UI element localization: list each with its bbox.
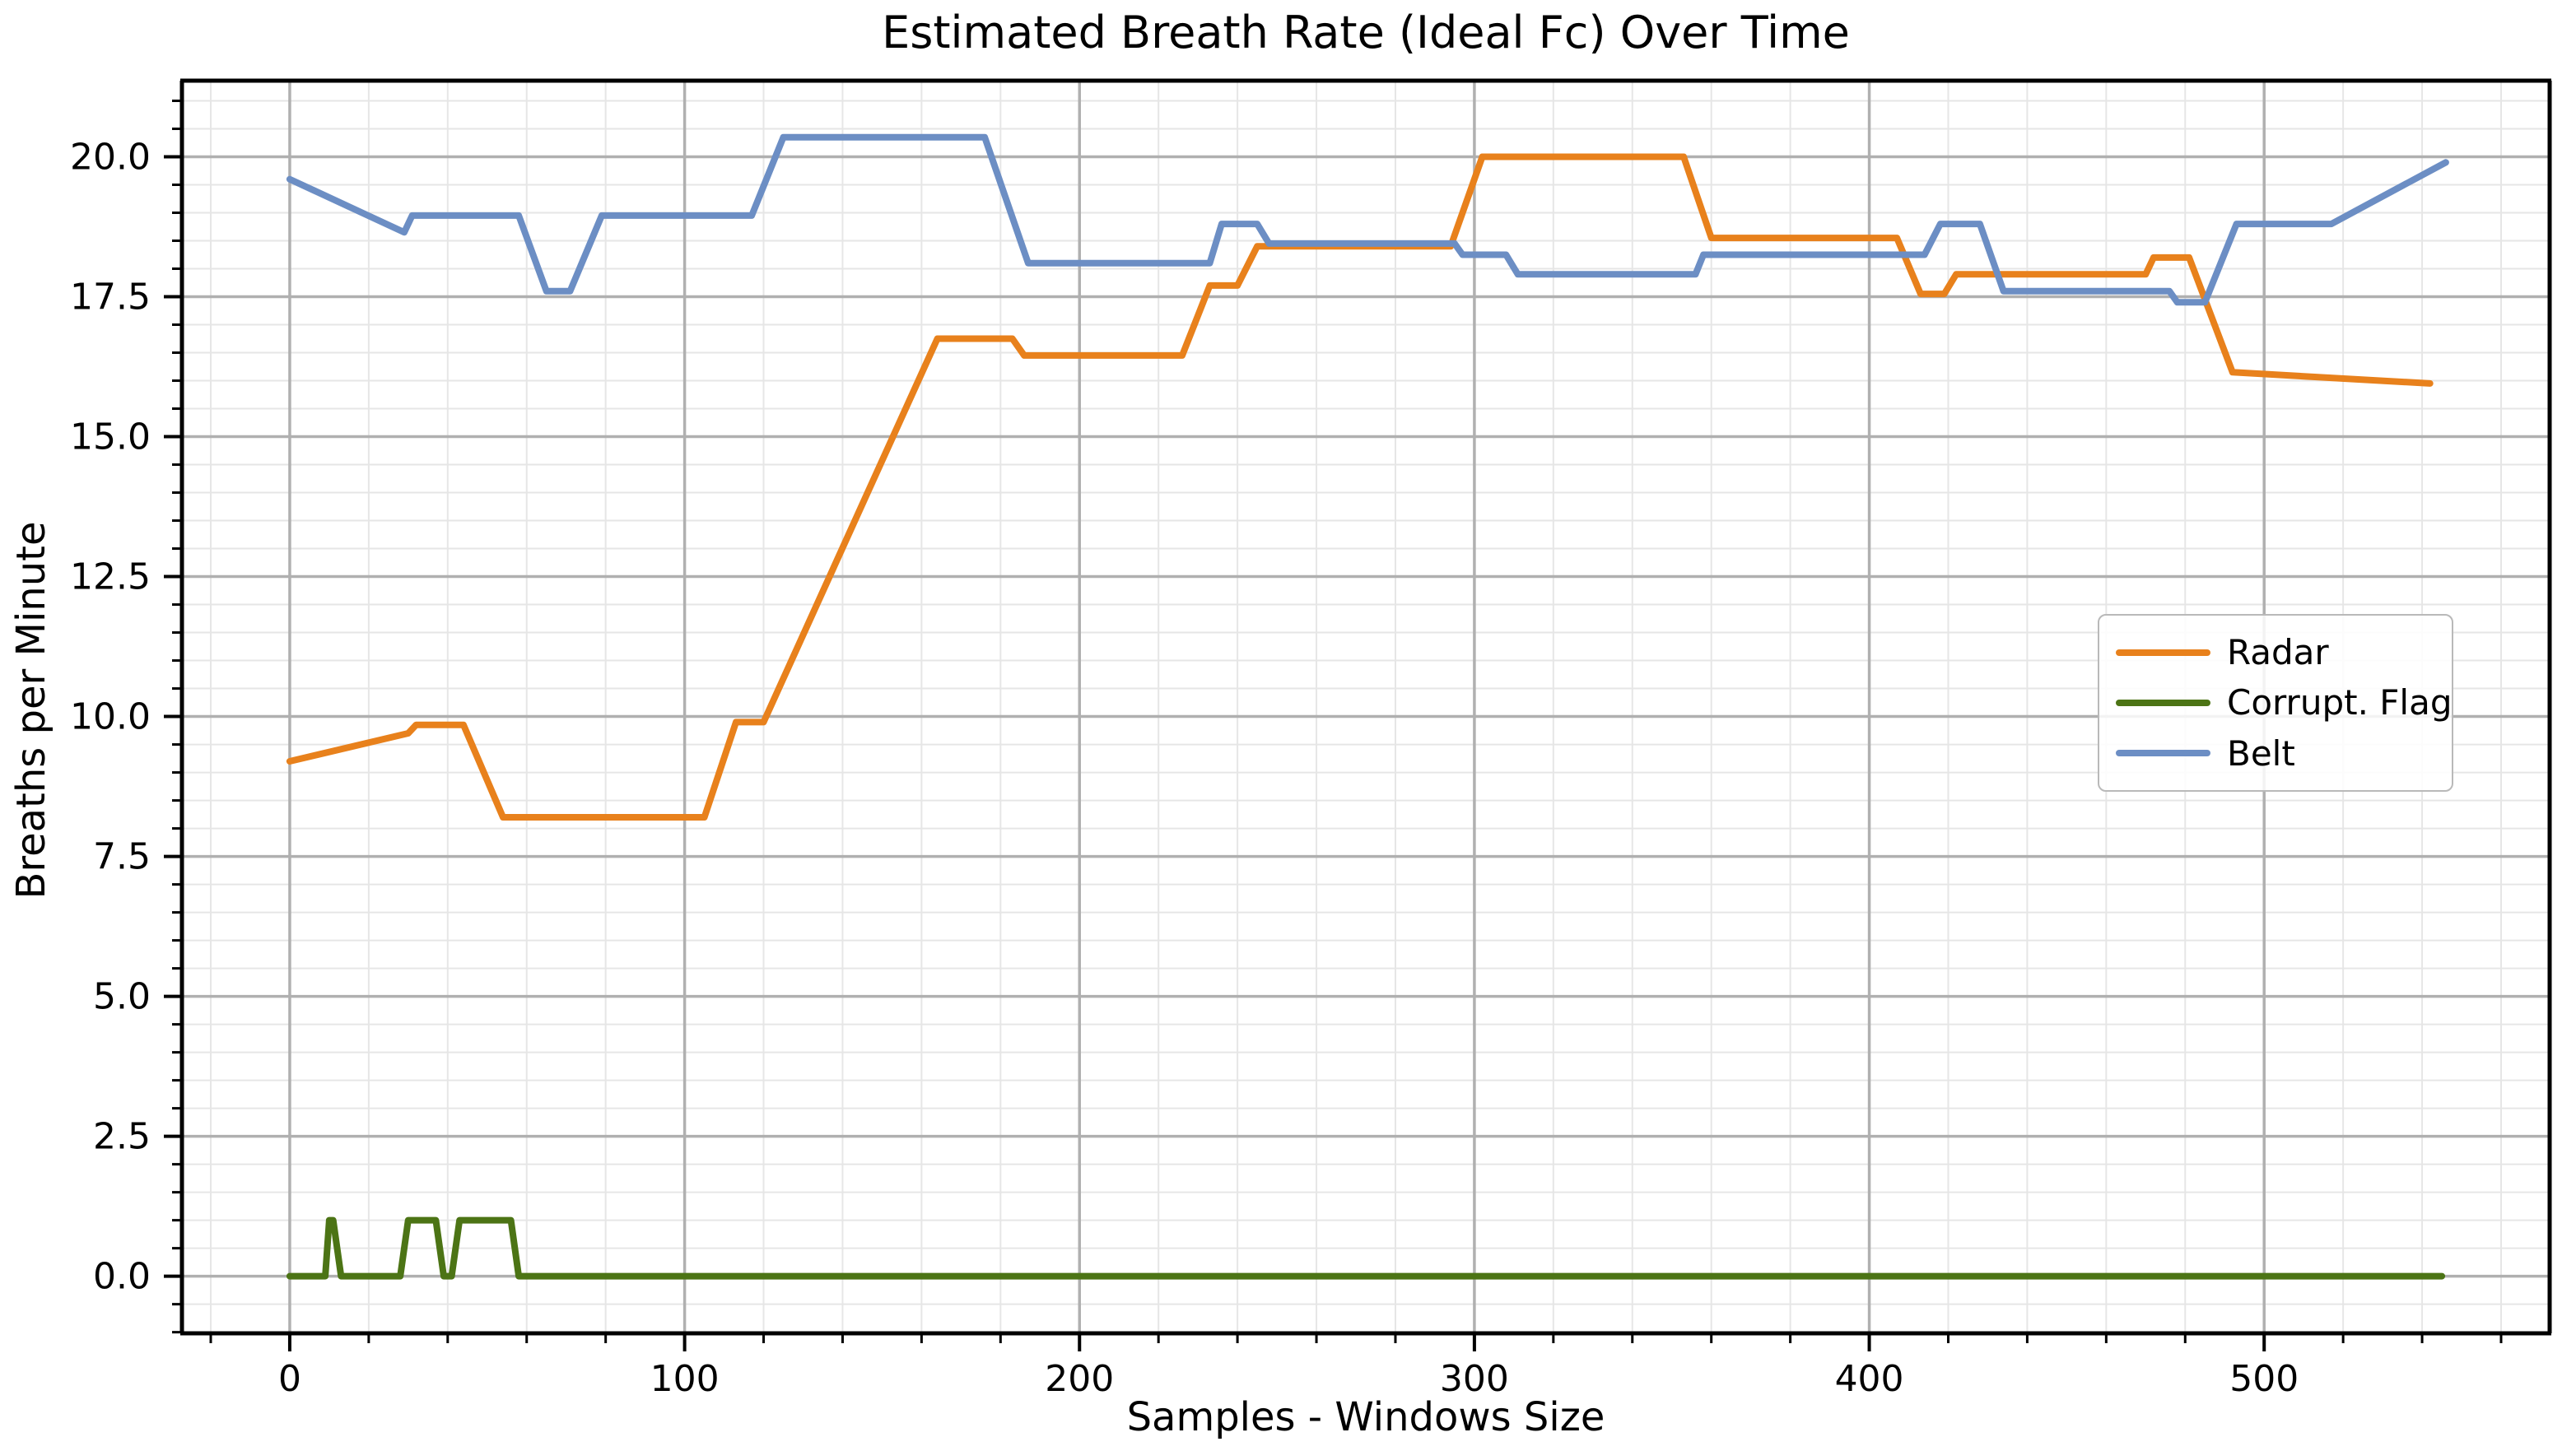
chart-title: Estimated Breath Rate (Ideal Fc) Over Ti… bbox=[882, 7, 1850, 58]
legend-item-belt: Belt bbox=[2099, 733, 2452, 774]
y-tick-label: 5.0 bbox=[93, 976, 151, 1018]
legend-item-radar: Radar bbox=[2099, 632, 2452, 672]
corrupt-flag-line-swatch bbox=[2116, 699, 2210, 706]
radar-line-swatch bbox=[2116, 649, 2210, 656]
x-axis-label: Samples - Windows Size bbox=[1126, 1394, 1605, 1440]
y-tick-label: 20.0 bbox=[70, 136, 151, 178]
x-tick-label: 500 bbox=[2229, 1358, 2299, 1400]
y-axis-label: Breaths per Minute bbox=[8, 521, 54, 900]
x-tick-label: 100 bbox=[650, 1358, 720, 1400]
y-tick-label: 12.5 bbox=[70, 556, 151, 598]
y-tick-label: 7.5 bbox=[93, 836, 151, 878]
y-tick-label: 10.0 bbox=[70, 696, 151, 738]
y-tick-label: 15.0 bbox=[70, 416, 151, 458]
y-tick-label: 17.5 bbox=[70, 277, 151, 319]
legend-label-radar: Radar bbox=[2227, 632, 2329, 673]
x-tick-label: 200 bbox=[1045, 1358, 1114, 1400]
x-tick-label: 300 bbox=[1440, 1358, 1509, 1400]
series-line-radar bbox=[286, 153, 2434, 821]
y-tick-label: 2.5 bbox=[93, 1116, 151, 1158]
belt-line-swatch bbox=[2116, 750, 2210, 757]
legend-label-corrupt-flag: Corrupt. Flag bbox=[2227, 682, 2453, 723]
y-tick-label: 0.0 bbox=[93, 1256, 151, 1298]
series-line-corrupt-flag bbox=[286, 1216, 2446, 1280]
series-line-belt bbox=[286, 133, 2449, 306]
legend-item-corrupt-flag: Corrupt. Flag bbox=[2099, 682, 2453, 723]
x-tick-label: 400 bbox=[1835, 1358, 1904, 1400]
legend-label-belt: Belt bbox=[2227, 732, 2295, 774]
x-tick-label: 0 bbox=[278, 1358, 301, 1400]
legend: Radar Corrupt. Flag Belt bbox=[2098, 614, 2453, 792]
